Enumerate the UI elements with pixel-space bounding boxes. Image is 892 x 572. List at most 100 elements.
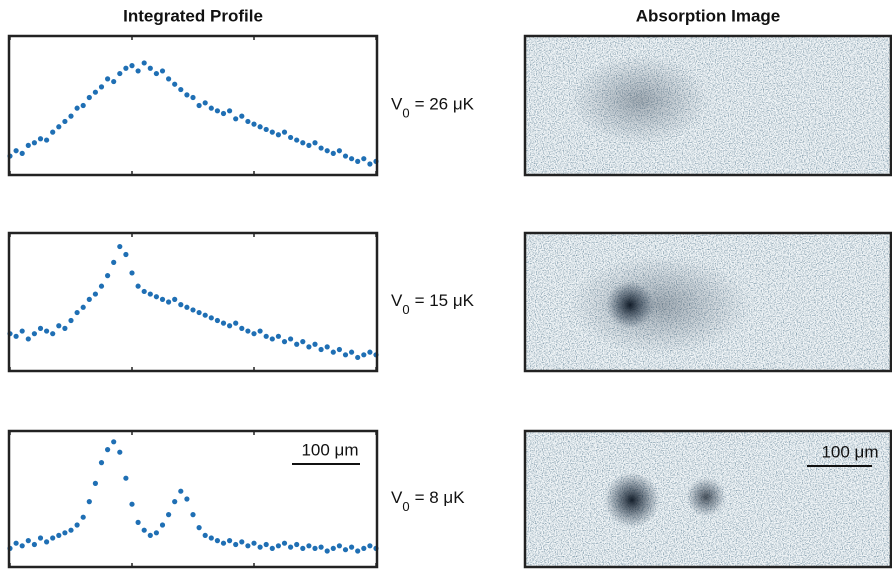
data-point [50, 535, 56, 541]
data-point [19, 328, 25, 334]
label-part: = 15 μK [415, 291, 475, 310]
data-point [129, 270, 135, 276]
data-point [111, 259, 117, 265]
data-point [13, 333, 19, 339]
data-point [184, 304, 190, 310]
data-point [68, 527, 74, 533]
data-point [190, 307, 196, 313]
data-point [239, 325, 245, 331]
data-point [13, 540, 19, 546]
data-point [129, 501, 135, 507]
plot-frame [7, 34, 379, 177]
data-point [214, 538, 220, 544]
data-point [178, 86, 184, 93]
data-point [306, 344, 312, 350]
data-point [68, 113, 74, 119]
data-point [257, 124, 263, 130]
data-point [202, 100, 208, 106]
data-point [294, 541, 300, 548]
data-point [300, 140, 306, 146]
data-point [86, 296, 92, 302]
data-point [318, 145, 324, 151]
data-point [257, 328, 263, 334]
data-point [214, 317, 220, 324]
data-point [257, 544, 263, 550]
data-point [263, 126, 269, 133]
data-point [56, 124, 62, 130]
data-point [275, 132, 281, 138]
data-point [184, 496, 190, 502]
data-point [367, 161, 373, 167]
data-point [349, 544, 355, 550]
data-point [361, 156, 367, 162]
data-point [227, 323, 233, 329]
data-point [13, 148, 19, 154]
data-point [159, 296, 166, 302]
data-point [367, 349, 373, 355]
data-point [172, 499, 178, 505]
data-point [147, 532, 153, 539]
right-title: Absorption Image [636, 6, 781, 25]
data-point [123, 251, 129, 258]
data-point [227, 538, 233, 544]
data-point [129, 63, 135, 69]
data-point [159, 522, 166, 528]
data-point [245, 543, 251, 549]
data-point [202, 532, 208, 539]
data-point [214, 108, 220, 114]
data-point [153, 294, 159, 300]
label-part: V [391, 488, 403, 507]
label-part: = 8 μK [415, 488, 466, 507]
plot-frame [7, 429, 379, 569]
data-point [275, 333, 281, 339]
left-title: Integrated Profile [123, 6, 263, 25]
data-point [245, 118, 251, 125]
data-point [166, 299, 172, 305]
data-point [74, 309, 80, 316]
data-point [281, 129, 288, 135]
label-part: 0 [402, 302, 409, 317]
data-point [86, 94, 92, 101]
data-point [330, 150, 336, 156]
data-point [37, 136, 44, 142]
data-point [178, 302, 184, 308]
data-point [159, 68, 166, 74]
data-point [312, 341, 318, 347]
data-point [74, 522, 80, 528]
data-point [251, 540, 257, 546]
data-point [19, 150, 25, 156]
data-point [239, 113, 245, 119]
data-point [31, 140, 37, 146]
data-point [336, 346, 342, 353]
plot-frame [7, 231, 379, 373]
data-point [147, 291, 153, 297]
data-point [355, 158, 361, 164]
data-point [80, 304, 86, 310]
data-point [74, 105, 80, 111]
data-point [367, 543, 373, 549]
data-point [312, 545, 318, 552]
data-point [324, 344, 330, 350]
data-point [92, 291, 98, 297]
data-point [172, 296, 178, 302]
data-point [349, 156, 355, 162]
data-point [80, 514, 86, 520]
data-point [56, 532, 62, 539]
data-point [306, 142, 312, 148]
data-point [269, 129, 275, 135]
data-point [105, 76, 111, 82]
data-point [288, 134, 294, 141]
data-point [196, 102, 202, 109]
data-point [239, 539, 245, 545]
data-point [25, 538, 31, 544]
absorption-image [523, 34, 892, 177]
data-point [111, 78, 117, 85]
data-point [44, 137, 50, 143]
label-part: 0 [402, 499, 409, 514]
data-point [208, 315, 214, 321]
data-point [25, 336, 31, 342]
data-point [281, 339, 288, 345]
scale-bar-label: 100 μm [301, 440, 358, 459]
data-point [50, 331, 56, 337]
data-point [117, 243, 123, 250]
